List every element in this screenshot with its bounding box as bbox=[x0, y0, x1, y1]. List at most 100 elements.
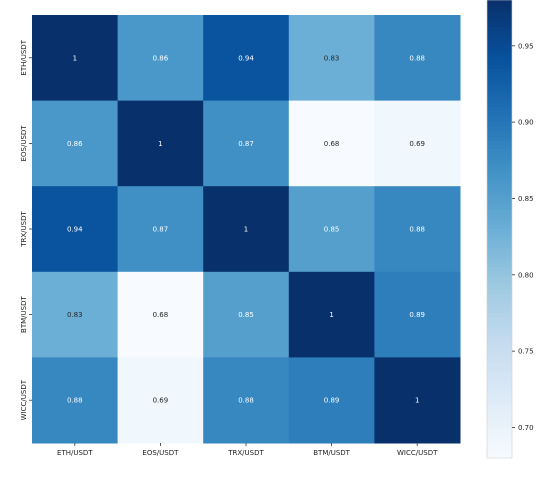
colorbar-segment bbox=[487, 366, 512, 371]
colorbar-segment bbox=[487, 3, 512, 9]
colorbar-segment bbox=[487, 103, 512, 108]
colorbar-segment bbox=[487, 91, 512, 97]
colorbar-tick-label: 0.70 bbox=[518, 424, 534, 432]
colorbar-segment bbox=[487, 164, 512, 169]
cell-value-label: 0.69 bbox=[153, 397, 169, 405]
colorbar-segment bbox=[487, 41, 512, 47]
colorbar-segment bbox=[487, 351, 512, 356]
colorbar-segment bbox=[487, 450, 512, 455]
colorbar-segment bbox=[487, 22, 512, 28]
colorbar-segment bbox=[487, 122, 512, 127]
heatmap-cell bbox=[288, 100, 375, 187]
cell-value-label: 0.94 bbox=[67, 226, 83, 234]
colorbar-segment bbox=[487, 255, 512, 261]
colorbar-segment bbox=[487, 309, 512, 314]
colorbar-segment bbox=[487, 232, 512, 238]
colorbar-segment bbox=[487, 129, 512, 135]
cell-value-label: 0.86 bbox=[67, 140, 83, 148]
colorbar-tick-label: 0.90 bbox=[518, 119, 534, 127]
colorbar-segment bbox=[487, 316, 512, 322]
colorbar-segment bbox=[487, 377, 512, 383]
colorbar-segment bbox=[487, 354, 512, 360]
colorbar-segment bbox=[487, 114, 512, 119]
colorbar-segment bbox=[487, 76, 512, 81]
colorbar-tick-label: 0.95 bbox=[518, 42, 534, 50]
cell-value-label: 0.85 bbox=[238, 311, 254, 319]
x-tick-label: WICC/USDT bbox=[397, 449, 438, 457]
heatmap-cell bbox=[203, 15, 290, 102]
colorbar-segment bbox=[487, 110, 512, 116]
colorbar-segment bbox=[487, 270, 512, 276]
colorbar-segment bbox=[487, 118, 512, 123]
colorbar-segment bbox=[487, 251, 512, 257]
cell-value-label: 1 bbox=[415, 397, 419, 405]
colorbar-segment bbox=[487, 248, 512, 253]
colorbar-segment bbox=[487, 416, 512, 421]
cell-value-label: 0.89 bbox=[324, 397, 340, 405]
colorbar-segment bbox=[487, 87, 512, 93]
colorbar-segment bbox=[487, 305, 512, 310]
colorbar-segment bbox=[487, 106, 512, 112]
colorbar-segment bbox=[487, 324, 512, 329]
colorbar-segment bbox=[487, 454, 512, 459]
heatmap-cell bbox=[117, 15, 204, 102]
y-tick-label: ETH/USDT bbox=[20, 39, 28, 75]
colorbar-segment bbox=[487, 152, 512, 158]
heatmap-cell bbox=[288, 357, 375, 444]
cell-value-label: 0.89 bbox=[409, 311, 425, 319]
cell-value-label: 1 bbox=[158, 140, 162, 148]
heatmap-cells: 1 0.86 0.94 0.83 0.88 0.86 1 0.87 0.68 0.69 0.94 0.… bbox=[32, 15, 461, 444]
cell-value-label: 0.88 bbox=[409, 54, 425, 62]
colorbar-segment bbox=[487, 175, 512, 180]
colorbar-segment bbox=[487, 137, 512, 142]
y-tick-label: TRX/USDT bbox=[20, 211, 28, 248]
colorbar-segment bbox=[487, 297, 512, 303]
colorbar-segment bbox=[487, 400, 512, 406]
x-tick-label: ETH/USDT bbox=[57, 449, 93, 457]
colorbar-tick-label: 0.85 bbox=[518, 195, 534, 203]
colorbar-segment bbox=[487, 206, 512, 211]
colorbar-segment bbox=[487, 229, 512, 234]
y-tick-label: EOS/USDT bbox=[20, 125, 28, 162]
colorbar-segment bbox=[487, 19, 512, 24]
cell-value-label: 0.83 bbox=[324, 54, 340, 62]
colorbar-segment bbox=[487, 335, 512, 341]
heatmap-cell bbox=[117, 100, 204, 187]
heatmap-cell bbox=[288, 186, 375, 273]
colorbar-segment bbox=[487, 34, 512, 39]
colorbar-segment bbox=[487, 49, 512, 55]
colorbar-segment bbox=[487, 38, 512, 43]
colorbar-segment bbox=[487, 328, 512, 333]
cell-value-label: 0.86 bbox=[153, 54, 169, 62]
heatmap-cell bbox=[117, 357, 204, 444]
heatmap-cell bbox=[32, 100, 119, 187]
colorbar-segment bbox=[487, 293, 512, 299]
colorbar-segment bbox=[487, 301, 512, 306]
colorbar-segment bbox=[487, 393, 512, 398]
heatmap-cell bbox=[203, 186, 290, 273]
cell-value-label: 0.88 bbox=[67, 397, 83, 405]
colorbar-segment bbox=[487, 332, 512, 337]
heatmap-cell bbox=[203, 100, 290, 187]
colorbar-segment bbox=[487, 374, 512, 379]
colorbar-segment bbox=[487, 57, 512, 62]
colorbar-segment bbox=[487, 259, 512, 264]
colorbar-segment bbox=[487, 83, 512, 89]
colorbar-segment bbox=[487, 125, 512, 131]
colorbar-segment bbox=[487, 45, 512, 51]
colorbar-segment bbox=[487, 80, 512, 85]
colorbar-segment bbox=[487, 202, 512, 207]
heatmap-cell bbox=[203, 357, 290, 444]
heatmap-cell bbox=[374, 186, 461, 273]
colorbar-segment bbox=[487, 11, 512, 16]
colorbar-segment bbox=[487, 145, 512, 150]
cell-value-label: 0.88 bbox=[409, 226, 425, 234]
colorbar-segment bbox=[487, 53, 512, 58]
colorbar-segment bbox=[487, 160, 512, 165]
colorbar-segment bbox=[487, 141, 512, 146]
colorbar-segment bbox=[487, 225, 512, 230]
x-tick-labels: ETH/USDT EOS/USDT TRX/USDT BTM/USDT WICC/USD… bbox=[57, 443, 438, 457]
heatmap-cell bbox=[374, 100, 461, 187]
colorbar-segment bbox=[487, 404, 512, 409]
